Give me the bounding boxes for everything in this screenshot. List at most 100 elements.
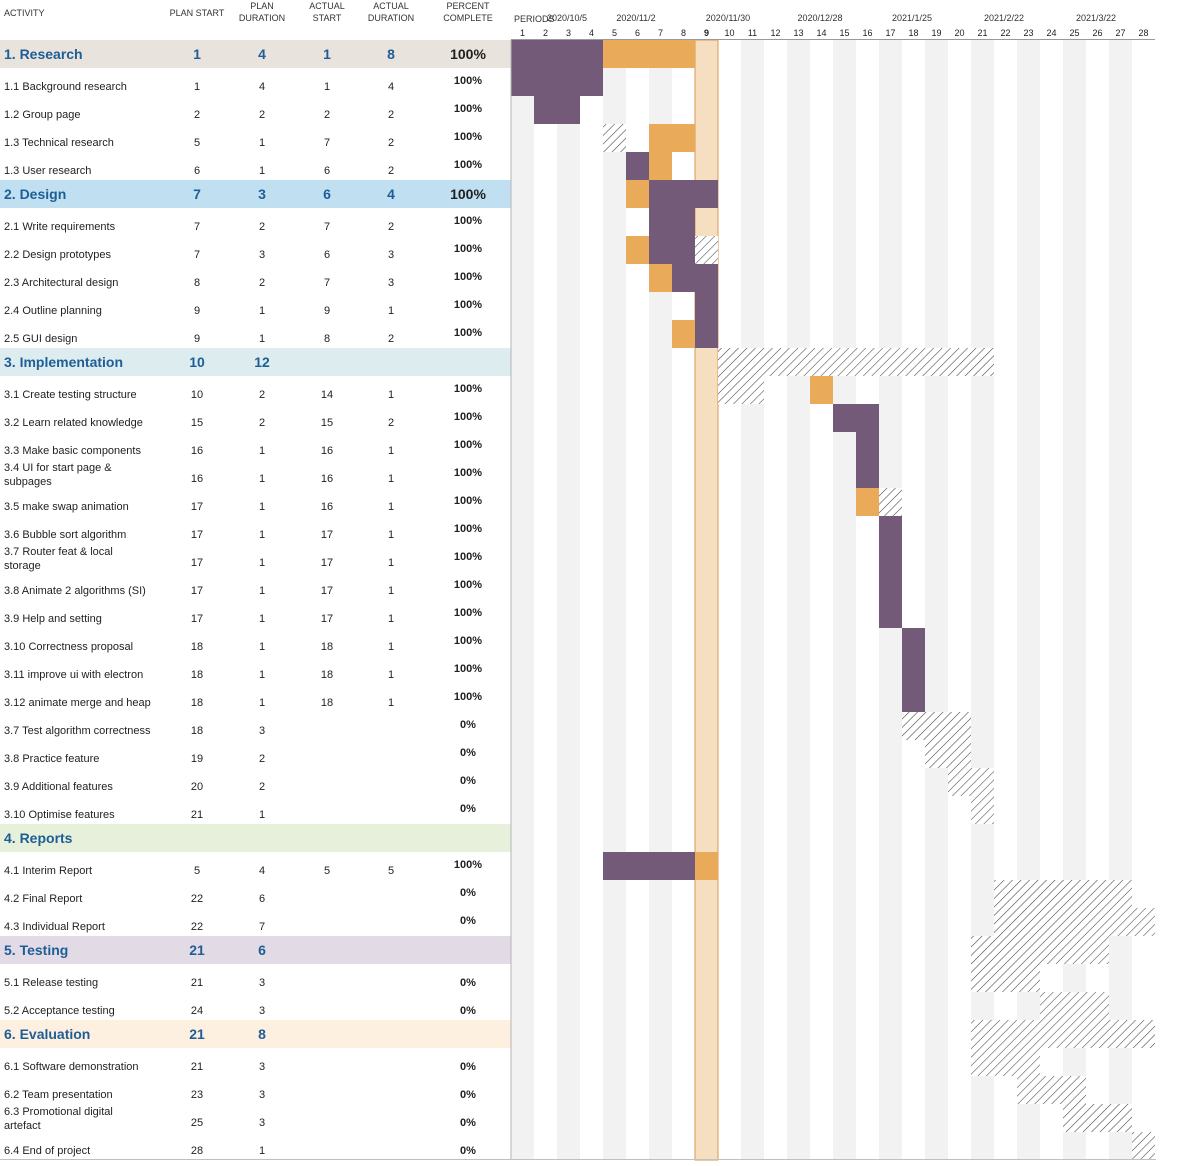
header-plan-start: PLAN START	[169, 8, 225, 18]
header-percent-complete: PERCENT COMPLETE	[436, 0, 500, 24]
plan-duration: 1	[258, 165, 266, 177]
period-label-4: 4	[589, 28, 594, 38]
period-axis: 1 2 3 4 5 6 7 8 9 10 11 12 13 14 15 16 17 18 19 20 21 22 23 24 2…	[0, 13, 1156, 1160]
actual-bar-in-plan	[511, 40, 534, 68]
period-label-16: 16	[862, 28, 872, 38]
percent-complete: 0%	[460, 1145, 476, 1157]
plan-bar	[971, 936, 1109, 964]
percent-complete: 100%	[453, 467, 483, 479]
actual-bar-beyond-plan	[695, 852, 718, 880]
actual-bar-in-plan	[695, 320, 718, 348]
percent-complete: 100%	[453, 327, 483, 339]
activity-name: 2.2 Design prototypes	[4, 249, 112, 261]
percent-complete: 0%	[460, 803, 476, 815]
actual-duration: 2	[387, 221, 395, 233]
task-row: 1.3 Technical research 5 1 7 2 100%	[0, 124, 511, 152]
plan-bar	[994, 880, 1132, 908]
task-row: 3.11 improve ui with electron 18 1 18 1 100%	[0, 656, 511, 684]
task-row: 6.4 End of project 28 1 0%	[0, 1132, 511, 1160]
percent-complete: 100%	[453, 635, 483, 647]
actual-start: 15	[320, 417, 334, 429]
activity-name: 2.1 Write requirements	[4, 221, 116, 233]
plan-duration: 6	[258, 893, 266, 905]
percent-complete: 0%	[460, 747, 476, 759]
task-row: 2.5 GUI design 9 1 8 2 100%	[0, 320, 511, 348]
task-row: 3.4 UI for start page & subpages 16 1 16 1 10…	[0, 460, 511, 488]
plan-duration: 1	[258, 669, 266, 681]
task-row: 3.9 Help and setting 17 1 17 1 100%	[0, 600, 511, 628]
plan-start: 25	[190, 1117, 204, 1129]
activity-name: 6.3 Promotional digital artefact	[4, 1106, 113, 1132]
actual-duration: 2	[387, 417, 395, 429]
plan-start: 24	[190, 1005, 204, 1017]
actual-start: 1	[323, 46, 331, 62]
plan-start: 1	[193, 81, 201, 93]
actual-bar-in-plan	[672, 236, 695, 264]
group-row: 6. Evaluation 21 8	[0, 1020, 511, 1048]
actual-bar-beyond-plan	[810, 376, 833, 404]
period-stripe-11	[741, 40, 764, 1160]
actual-duration: 1	[387, 641, 395, 653]
activity-name: 6.2 Team presentation	[4, 1089, 113, 1101]
actual-bar-in-plan	[580, 68, 603, 96]
percent-complete: 100%	[450, 186, 486, 202]
period-stripe-13	[787, 40, 810, 1160]
plan-start: 1	[193, 46, 201, 62]
activity-name: 3.10 Correctness proposal	[4, 641, 134, 653]
actual-bar-in-plan	[879, 516, 902, 544]
period-label-24: 24	[1046, 28, 1056, 38]
date-label: 2021/2/22	[984, 13, 1024, 23]
actual-bar-in-plan	[557, 96, 580, 124]
period-stripe-5	[603, 40, 626, 1160]
actual-bar-in-plan	[856, 404, 879, 432]
activity-name: 3.6 Bubble sort algorithm	[4, 529, 127, 541]
actual-start: 18	[320, 641, 334, 653]
period-stripe-19	[925, 40, 948, 1160]
activity-name: 3.9 Help and setting	[4, 613, 102, 625]
task-row: 4.2 Final Report 22 6 0%	[0, 880, 511, 908]
activity-name: 3.8 Animate 2 algorithms (SI)	[4, 585, 146, 597]
plan-start: 17	[190, 613, 204, 625]
period-label-13: 13	[793, 28, 803, 38]
plan-duration: 2	[258, 277, 266, 289]
actual-bar-in-plan	[902, 684, 925, 712]
actual-bar-in-plan	[603, 852, 626, 880]
actual-bar-in-plan	[649, 852, 672, 880]
plan-duration: 3	[258, 977, 266, 989]
plan-start: 15	[190, 417, 204, 429]
header-percent-line2: COMPLETE	[443, 13, 493, 23]
actual-bar-in-plan	[649, 180, 672, 208]
period-label-10: 10	[724, 28, 734, 38]
task-row: 1.3 User research 6 1 6 2 100%	[0, 152, 511, 180]
task-row: 4.3 Individual Report 22 7 0%	[0, 908, 511, 936]
actual-start: 18	[320, 669, 334, 681]
actual-bar-beyond-plan	[672, 320, 695, 348]
actual-start: 5	[323, 865, 331, 877]
actual-bar-in-plan	[672, 264, 695, 292]
period-stripe-1	[511, 40, 534, 1160]
plan-start: 18	[190, 669, 204, 681]
activity-name: 4.3 Individual Report	[4, 921, 105, 933]
task-row: 6.2 Team presentation 23 3 0%	[0, 1076, 511, 1104]
percent-complete: 0%	[460, 1005, 476, 1017]
actual-duration: 3	[387, 277, 395, 289]
group-row: 3. Implementation 10 12	[0, 348, 511, 376]
actual-start: 1	[323, 81, 331, 93]
task-row: 1.1 Background research 1 4 1 4 100%	[0, 68, 511, 96]
percent-complete: 0%	[460, 775, 476, 787]
header-plan-duration: PLAN DURATION	[231, 0, 293, 24]
actual-bar-beyond-plan	[649, 264, 672, 292]
plan-duration: 4	[258, 46, 266, 62]
plan-bar	[1063, 1104, 1132, 1132]
percent-complete: 100%	[453, 523, 483, 535]
actual-start: 8	[323, 333, 331, 345]
plan-duration: 1	[258, 557, 266, 569]
actual-bar-beyond-plan	[672, 124, 695, 152]
actual-bar-beyond-plan	[649, 152, 672, 180]
actual-duration: 1	[387, 613, 395, 625]
percent-complete: 100%	[453, 103, 483, 115]
plan-duration: 2	[258, 417, 266, 429]
activity-name: 3.8 Practice feature	[4, 753, 100, 765]
plan-bar	[1132, 1132, 1155, 1160]
plan-duration: 12	[254, 354, 270, 370]
